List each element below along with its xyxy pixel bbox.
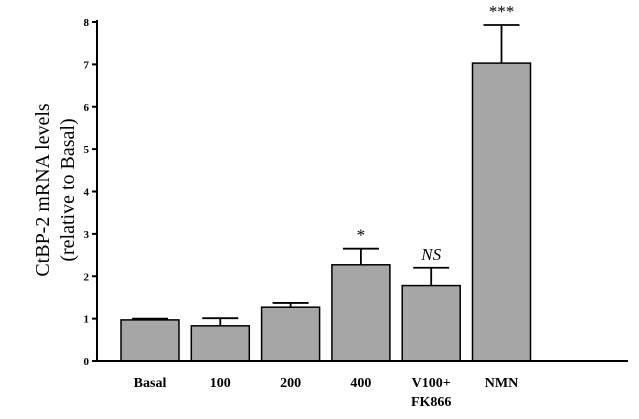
error-bars-group — [132, 24, 520, 326]
x-tick-label-1: 100 — [210, 376, 231, 391]
x-tick-label-5: NMN — [485, 376, 518, 391]
bar-5 — [471, 62, 532, 362]
x-axis: Basal 100 200 400 V100+ FK866 NMN — [96, 360, 628, 410]
y-tick-label-8: 8 — [84, 17, 90, 29]
error-bar-4 — [413, 266, 450, 286]
annotation-4: NS — [420, 245, 441, 264]
bar-0 — [120, 319, 180, 362]
bars-group — [120, 62, 532, 362]
y-tick-label-4: 4 — [84, 187, 90, 199]
y-tick-label-6: 6 — [84, 102, 90, 114]
error-bar-5 — [483, 24, 520, 64]
error-bar-1 — [202, 317, 239, 326]
x-tick-label-4: V100+ FK866 — [411, 376, 451, 410]
x-tick-label-2: 200 — [280, 376, 301, 391]
bar-4 — [401, 284, 461, 362]
y-tick-label-2: 2 — [84, 271, 90, 283]
x-tick-label-0: Basal — [134, 376, 167, 391]
y-axis: 0 1 2 3 4 5 6 7 8 — [84, 17, 98, 368]
y-tick-label-3: 3 — [84, 229, 90, 241]
annotation-3: * — [357, 226, 366, 245]
bar-2 — [260, 306, 321, 362]
y-axis-label-line-1: CtBP-2 mRNA levels — [32, 103, 54, 277]
y-tick-label-5: 5 — [84, 144, 90, 156]
annotations-group: * NS *** — [357, 2, 515, 264]
y-tick-label-1: 1 — [84, 314, 90, 326]
error-bar-2 — [272, 302, 309, 308]
y-axis-label-line-2: (relative to Basal) — [57, 118, 79, 261]
error-bar-0 — [132, 317, 168, 320]
y-tick-label-7: 7 — [84, 59, 90, 71]
bar-1 — [190, 325, 251, 362]
y-tick-label-0: 0 — [84, 356, 90, 368]
annotation-5: *** — [489, 2, 515, 21]
x-tick-label-3: 400 — [350, 376, 371, 391]
error-bar-3 — [342, 247, 379, 265]
y-axis-label: CtBP-2 mRNA levels (relative to Basal) — [32, 103, 79, 277]
bar-3 — [331, 264, 391, 362]
